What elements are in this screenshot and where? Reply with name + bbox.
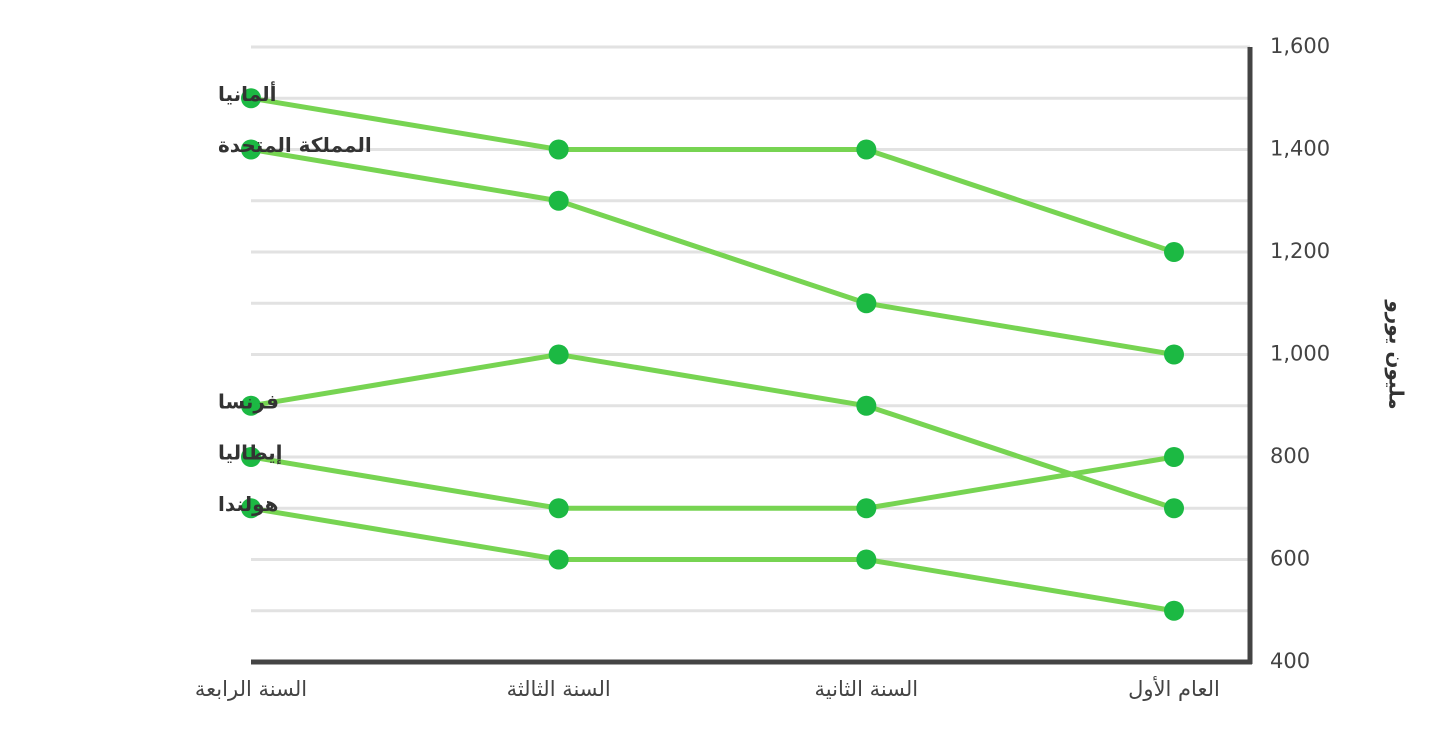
marker bbox=[1164, 600, 1184, 621]
y-tick-label: 1,600 bbox=[1270, 34, 1330, 58]
series-line bbox=[250, 147, 1175, 357]
marker bbox=[241, 139, 261, 160]
marker bbox=[548, 498, 569, 519]
marker bbox=[241, 395, 261, 416]
y-tick-label: 1,000 bbox=[1270, 342, 1330, 366]
marker bbox=[856, 293, 877, 314]
series-label: إيطاليا bbox=[218, 441, 283, 465]
marker bbox=[1164, 242, 1184, 262]
marker bbox=[241, 447, 261, 467]
series-line bbox=[250, 95, 1175, 255]
marker bbox=[856, 549, 877, 570]
marker bbox=[548, 344, 569, 365]
marker bbox=[548, 549, 569, 570]
marker bbox=[856, 139, 877, 160]
marker bbox=[548, 139, 569, 160]
marker bbox=[241, 88, 261, 109]
x-tick-label: العام الأول bbox=[1128, 676, 1220, 701]
y-tick-label: 400 bbox=[1270, 649, 1310, 673]
y-tick-label: 800 bbox=[1270, 444, 1310, 468]
y-tick-label: 1,200 bbox=[1270, 239, 1330, 263]
marker bbox=[1164, 344, 1184, 365]
series-line bbox=[250, 454, 1175, 511]
series-label: فرنسا bbox=[218, 389, 279, 413]
marker bbox=[1164, 498, 1184, 519]
x-tick-label: السنة الرابعة bbox=[195, 677, 307, 701]
marker bbox=[548, 190, 569, 211]
marker bbox=[1164, 447, 1184, 467]
marker bbox=[241, 498, 261, 519]
y-tick-label: 600 bbox=[1270, 547, 1310, 571]
y-axis-label: مليون يورو bbox=[1385, 299, 1409, 409]
series-label: هولندا bbox=[218, 492, 279, 516]
series-label: المملكة المتحدة bbox=[218, 133, 372, 157]
marker bbox=[856, 395, 877, 416]
series-label: ألمانيا bbox=[218, 80, 276, 106]
marker bbox=[856, 498, 877, 519]
y-tick-label: 1,400 bbox=[1270, 137, 1330, 161]
series-line bbox=[250, 505, 1175, 614]
x-tick-label: السنة الثالثة bbox=[507, 677, 611, 701]
series-line bbox=[250, 351, 1175, 511]
x-tick-label: السنة الثانية bbox=[815, 677, 919, 701]
